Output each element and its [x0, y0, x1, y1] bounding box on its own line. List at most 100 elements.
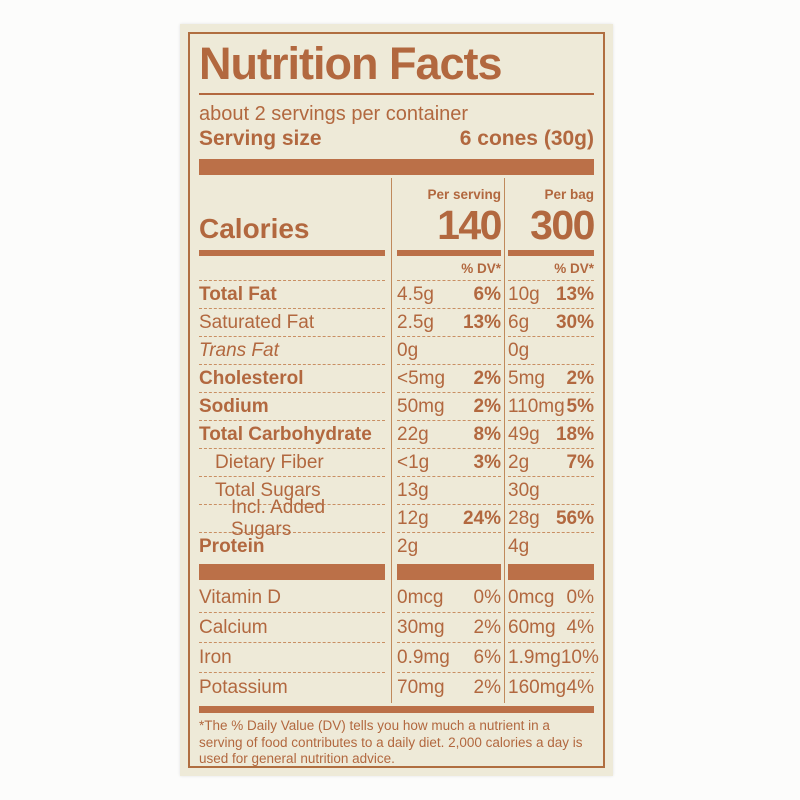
nutrient-row: Sodium 50mg 2% 110mg 5%: [199, 393, 594, 421]
protein-section-bar: [199, 564, 594, 580]
nutrient-row: Saturated Fat 2.5g 13% 6g 30%: [199, 309, 594, 337]
per-bag-amount: 110mg: [508, 395, 565, 417]
nutrient-name: Calcium: [199, 616, 268, 638]
per-serving-amount: 4.5g: [397, 283, 434, 305]
footnote-divider-bar: [199, 706, 594, 713]
per-serving-dv: 13%: [462, 311, 501, 333]
nutrient-name: Vitamin D: [199, 586, 282, 608]
per-serving-cell: 12g 24%: [397, 505, 501, 533]
footnote-text: *The % Daily Value (DV) tells you how mu…: [199, 718, 583, 766]
per-bag-cell: 1.9mg 10%: [508, 643, 599, 673]
per-bag-dv: 5%: [566, 395, 594, 417]
nutrient-name: Protein: [199, 536, 265, 557]
per-bag-cell: 160mg 4%: [508, 673, 594, 703]
column-divider-1: [391, 178, 392, 703]
per-serving-cell: 70mg 2%: [397, 673, 501, 703]
nutrient-name: Total Fat: [199, 283, 277, 305]
nutrient-name-cell: Calcium: [199, 613, 385, 643]
per-serving-dv: 2%: [473, 367, 501, 389]
per-serving-cell: 4.5g 6%: [397, 281, 501, 309]
calories-label: Calories: [199, 213, 310, 244]
nutrient-name-cell: Dietary Fiber: [199, 449, 385, 477]
nutrient-row: Calcium 30mg 2% 60mg 4%: [199, 613, 594, 643]
per-bag-dv: 0%: [566, 586, 594, 608]
per-serving-amount: 12g: [397, 507, 429, 529]
nutrient-name: Incl. Added Sugars: [231, 496, 326, 540]
label-title: Nutrition Facts: [199, 38, 503, 89]
calories-row: Calories Per serving 140 Per bag 300: [199, 175, 596, 247]
per-bag-cell: 60mg 4%: [508, 613, 594, 643]
bar-segment: [508, 564, 594, 580]
per-bag-cell: 0mcg 0%: [508, 583, 594, 613]
per-serving-dv: 2%: [473, 616, 501, 638]
per-bag-amount: 160mg: [508, 677, 567, 698]
nutrient-row: Vitamin D 0mcg 0% 0mcg 0%: [199, 583, 594, 613]
nutrient-name: Potassium: [199, 677, 288, 698]
per-bag-dv: 4%: [566, 677, 594, 698]
per-serving-header: Per serving: [427, 187, 501, 202]
per-serving-cell: 30mg 2%: [397, 613, 501, 643]
per-serving-dv: 2%: [473, 677, 501, 698]
per-serving-dv: 6%: [473, 283, 501, 305]
per-bag-cell: 10g 13%: [508, 281, 594, 309]
per-bag-cell: 30g: [508, 477, 594, 505]
bar-segment: [199, 250, 385, 256]
nutrient-row: Iron 0.9mg 6% 1.9mg 10%: [199, 643, 599, 673]
nutrient-name-cell: Saturated Fat: [199, 309, 385, 337]
per-bag-dv: 4%: [566, 616, 594, 638]
daily-value-header-row: % DV* % DV*: [199, 256, 594, 281]
serving-size-label: Serving size: [199, 127, 322, 150]
serving-section-bar: [199, 159, 594, 175]
nutrient-row: Cholesterol <5mg 2% 5mg 2%: [199, 365, 594, 393]
nutrient-name-cell: Total Fat: [199, 281, 385, 309]
nutrient-name-cell: Cholesterol: [199, 365, 385, 393]
nutrient-rows-section: Total Fat 4.5g 6% 10g 13% Saturated Fat …: [199, 281, 594, 561]
per-bag-dv: 56%: [555, 507, 594, 529]
per-bag-amount: 6g: [508, 311, 530, 333]
micronutrient-rows-section: Vitamin D 0mcg 0% 0mcg 0% Calcium 30mg 2…: [199, 583, 599, 703]
per-bag-amount: 0mcg: [508, 586, 555, 608]
per-bag-dv: 30%: [555, 311, 594, 333]
per-serving-dv: 8%: [473, 423, 501, 445]
calories-per-serving-cell: Per serving 140: [397, 177, 502, 247]
per-bag-amount: 5mg: [508, 367, 545, 389]
per-bag-amount: 49g: [508, 423, 540, 445]
nutrient-row: Trans Fat 0g 0g: [199, 337, 594, 365]
per-serving-cell: 22g 8%: [397, 421, 501, 449]
per-bag-cell: 6g 30%: [508, 309, 594, 337]
per-bag-amount: 60mg: [508, 616, 556, 638]
per-bag-dv: 7%: [566, 451, 594, 473]
per-bag-dv: 2%: [566, 367, 594, 389]
per-serving-amount: 0g: [397, 339, 419, 361]
per-serving-cell: 13g: [397, 477, 501, 505]
nutrient-name-cell: Total Carbohydrate: [199, 421, 385, 449]
per-bag-cell: 4g: [508, 533, 594, 561]
nutrient-row: Protein 2g 4g: [199, 533, 594, 561]
nutrient-row: Total Sugars 13g 30g: [199, 477, 594, 505]
nutrient-name: Total Sugars: [215, 479, 321, 501]
dv-header-spacer: [199, 256, 385, 281]
per-serving-amount: <5mg: [397, 367, 446, 389]
nutrition-facts-label: Nutrition Facts about 2 servings per con…: [180, 24, 613, 776]
per-bag-amount: 10g: [508, 283, 540, 305]
per-serving-cell: 0g: [397, 337, 501, 365]
title-divider-line: [199, 93, 594, 95]
per-bag-amount: 4g: [508, 536, 530, 557]
nutrient-row: Potassium 70mg 2% 160mg 4%: [199, 673, 594, 703]
nutrient-name-cell: Potassium: [199, 673, 385, 703]
per-serving-cell: <1g 3%: [397, 449, 501, 477]
nutrient-row: Total Carbohydrate 22g 8% 49g 18%: [199, 421, 594, 449]
nutrient-row: Dietary Fiber <1g 3% 2g 7%: [199, 449, 594, 477]
per-serving-amount: 70mg: [397, 677, 445, 698]
per-bag-amount: 28g: [508, 507, 540, 529]
bar-segment: [508, 250, 594, 256]
serving-size-value: 6 cones (30g): [459, 127, 594, 150]
calories-per-bag-cell: Per bag 300: [508, 177, 595, 247]
per-serving-cell: 0mcg 0%: [397, 583, 501, 613]
per-bag-cell: 2g 7%: [508, 449, 594, 477]
per-bag-amount: 2g: [508, 451, 530, 473]
nutrient-name: Saturated Fat: [199, 311, 315, 333]
nutrition-table: Calories Per serving 140 Per bag 300: [199, 175, 599, 703]
per-bag-cell: 110mg 5%: [508, 393, 594, 421]
servings-per-container: about 2 servings per container: [199, 103, 469, 125]
